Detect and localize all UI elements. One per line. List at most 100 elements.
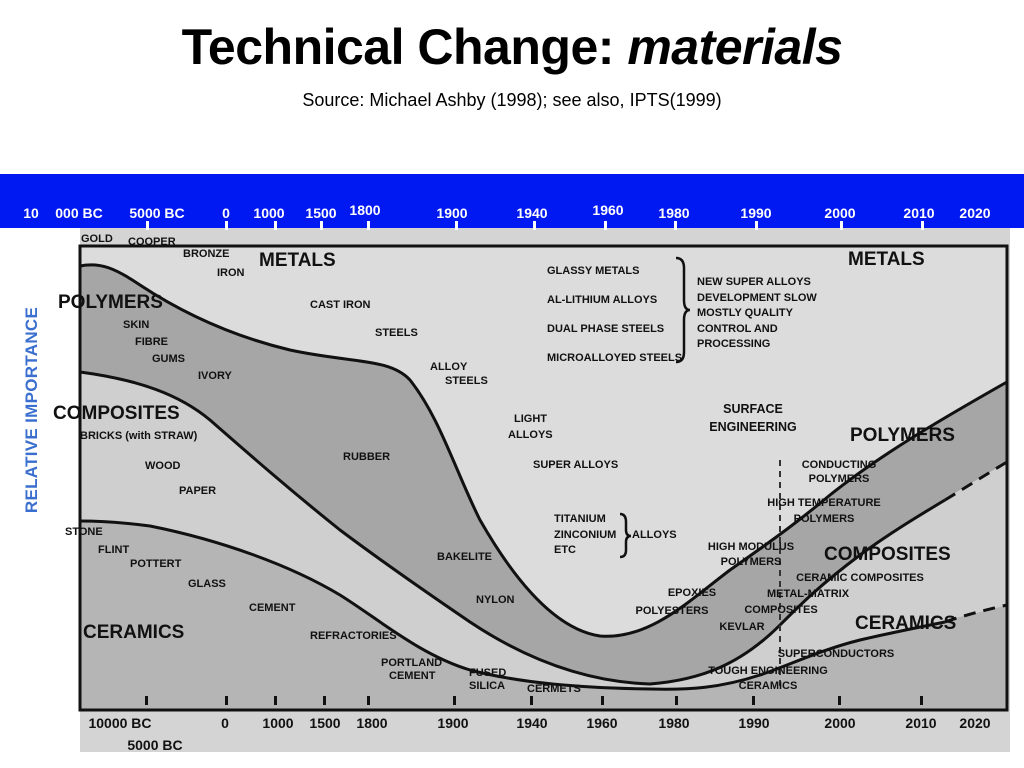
material-label: PAPER bbox=[179, 485, 216, 497]
top-tick bbox=[274, 221, 277, 230]
material-label: IRON bbox=[217, 267, 245, 279]
top-axis-label: 1990 bbox=[740, 205, 772, 221]
material-label: CEMENT bbox=[249, 602, 296, 614]
material-label: CERAMIC COMPOSITES bbox=[796, 572, 924, 584]
source-subtitle: Source: Michael Ashby (1998); see also, … bbox=[302, 90, 722, 110]
top-axis-label: 1000 bbox=[253, 205, 285, 221]
material-label: DEVELOPMENT SLOW bbox=[697, 292, 817, 304]
top-tick bbox=[755, 221, 758, 230]
heading-ceramics-right: CERAMICS bbox=[855, 613, 956, 634]
top-axis-label: 2010 bbox=[903, 205, 935, 221]
bottom-tick bbox=[752, 696, 755, 705]
material-label: GLASSY METALS bbox=[547, 265, 640, 277]
material-label: KEVLAR bbox=[719, 621, 764, 633]
material-label: CONTROL AND bbox=[697, 323, 778, 335]
material-label: HIGH MODULUS bbox=[708, 541, 794, 553]
material-label: ZINCONIUM bbox=[554, 529, 616, 541]
material-label: HIGH TEMPERATURE bbox=[767, 497, 880, 509]
bottom-tick bbox=[225, 696, 228, 705]
top-tick bbox=[840, 221, 843, 230]
title-emphasis: materials bbox=[627, 19, 843, 75]
bottom-axis-label: 5000 BC bbox=[127, 737, 182, 753]
top-axis-label: 1500 bbox=[305, 205, 337, 221]
material-label: BAKELITE bbox=[437, 551, 492, 563]
material-label: WOOD bbox=[145, 460, 180, 472]
heading-ceramics-left: CERAMICS bbox=[83, 622, 184, 643]
material-label: IVORY bbox=[198, 370, 232, 382]
top-tick bbox=[674, 221, 677, 230]
top-timeline-band bbox=[0, 174, 1024, 228]
heading-metals-left: METALS bbox=[259, 250, 336, 271]
top-tick bbox=[367, 221, 370, 230]
material-label: NYLON bbox=[476, 594, 515, 606]
bottom-axis-label: 2000 bbox=[824, 715, 855, 731]
bottom-tick bbox=[675, 696, 678, 705]
top-tick bbox=[225, 221, 228, 230]
material-label: ENGINEERING bbox=[709, 420, 797, 434]
material-label: GLASS bbox=[188, 578, 226, 590]
material-label: COOPER bbox=[128, 236, 176, 248]
material-label: POTTERT bbox=[130, 558, 182, 570]
material-label: ETC bbox=[554, 544, 576, 556]
bottom-axis-label: 1800 bbox=[356, 715, 387, 731]
top-axis-label: 0 bbox=[222, 205, 230, 221]
material-label: EPOXIES bbox=[668, 587, 716, 599]
material-label: STEELS bbox=[375, 327, 418, 339]
material-label: FIBRE bbox=[135, 336, 168, 348]
bottom-axis-label: 1940 bbox=[516, 715, 547, 731]
material-label: ALLOYS bbox=[632, 529, 677, 541]
material-label: CERAMICS bbox=[739, 680, 798, 692]
top-axis-label: 1940 bbox=[516, 205, 548, 221]
material-label: PROCESSING bbox=[697, 338, 770, 350]
heading-polymers-right: POLYMERS bbox=[850, 425, 955, 446]
material-label: CERMETS bbox=[527, 683, 581, 695]
bottom-axis-label: 1000 bbox=[262, 715, 293, 731]
material-label: AL-LITHIUM ALLOYS bbox=[547, 294, 657, 306]
bottom-tick bbox=[367, 696, 370, 705]
bottom-axis-label: 1500 bbox=[309, 715, 340, 731]
bottom-axis-label: 2010 bbox=[905, 715, 936, 731]
heading-composites-left: COMPOSITES bbox=[53, 403, 180, 424]
material-label: COMPOSITES bbox=[744, 604, 817, 616]
material-label: REFRACTORIES bbox=[310, 630, 397, 642]
material-label: ALLOYS bbox=[508, 429, 553, 441]
material-label: POLYMERS bbox=[809, 473, 870, 485]
material-label: DUAL PHASE STEELS bbox=[547, 323, 664, 335]
bottom-tick bbox=[530, 696, 533, 705]
material-label: BRICKS (with STRAW) bbox=[80, 430, 198, 442]
material-label: BRONZE bbox=[183, 248, 229, 260]
bottom-axis-label: 10000 BC bbox=[88, 715, 151, 731]
material-label: PORTLAND bbox=[381, 657, 442, 669]
composites-ceramics-boundary bbox=[79, 519, 946, 691]
top-tick bbox=[320, 221, 323, 230]
material-label: GUMS bbox=[152, 353, 185, 365]
bottom-tick bbox=[453, 696, 456, 705]
material-label: TOUGH ENGINEERING bbox=[708, 665, 828, 677]
bottom-tick bbox=[601, 696, 604, 705]
polymers-region bbox=[80, 264, 1007, 684]
material-label: STEELS bbox=[445, 375, 488, 387]
material-label: LIGHT bbox=[514, 413, 547, 425]
top-axis-label: 2000 bbox=[824, 205, 856, 221]
material-label: POLYMERS bbox=[721, 556, 782, 568]
bottom-axis-label: 2020 bbox=[959, 715, 990, 731]
top-axis-label: 2020 bbox=[959, 205, 991, 221]
metals-polymers-boundary bbox=[79, 263, 1008, 638]
top-axis-label: 10 bbox=[23, 205, 39, 221]
material-label: CONDUCTING bbox=[802, 459, 877, 471]
bottom-tick bbox=[274, 696, 277, 705]
material-label: STONE bbox=[65, 526, 103, 538]
material-label: NEW SUPER ALLOYS bbox=[697, 276, 811, 288]
material-label: MICROALLOYED STEELS bbox=[547, 352, 682, 364]
top-tick bbox=[921, 221, 924, 230]
material-label: SILICA bbox=[469, 680, 505, 692]
ceramics-dashed-extension bbox=[944, 603, 1008, 624]
top-axis-label: 1980 bbox=[658, 205, 690, 221]
bottom-axis-label: 1900 bbox=[437, 715, 468, 731]
material-label: SUPER ALLOYS bbox=[533, 459, 618, 471]
top-tick bbox=[604, 221, 607, 230]
bottom-axis-label: 0 bbox=[221, 715, 229, 731]
material-label: TITANIUM bbox=[554, 513, 606, 525]
bottom-axis: 10000 BC 5000 BC 0 1000 1500 1800 1900 1… bbox=[88, 715, 990, 753]
